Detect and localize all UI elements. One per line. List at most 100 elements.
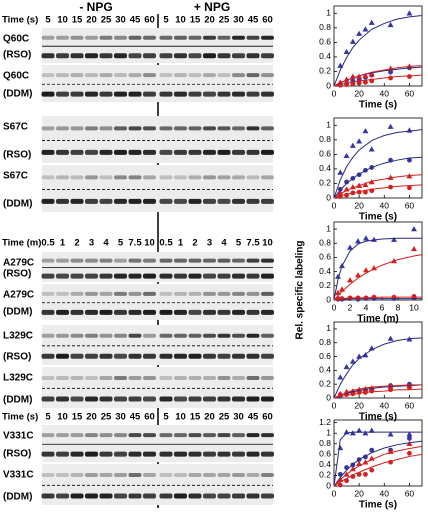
band	[85, 258, 98, 263]
band	[203, 473, 216, 478]
time-value: 5	[45, 412, 51, 423]
band	[114, 291, 127, 296]
x-tick-label: 40	[380, 488, 390, 498]
y-tick-label: 0	[326, 480, 331, 490]
band	[174, 53, 187, 59]
plot-frame	[333, 117, 423, 199]
band	[232, 198, 245, 204]
band	[188, 258, 202, 263]
y-tick-label: 0.2	[319, 378, 331, 388]
x-tick-label: 6	[380, 302, 385, 312]
band	[99, 353, 113, 359]
y-tick-label: 1	[326, 8, 331, 18]
band	[99, 53, 113, 59]
band	[246, 433, 260, 438]
band	[128, 451, 142, 457]
band	[203, 353, 216, 359]
row-label: V331C	[3, 470, 34, 481]
band	[203, 149, 216, 155]
band	[85, 53, 98, 59]
band	[261, 273, 274, 279]
band	[246, 35, 260, 40]
band	[159, 126, 173, 131]
fit-curve	[333, 388, 423, 399]
triangle-point	[349, 38, 356, 44]
band	[159, 175, 173, 180]
plot-frame	[333, 5, 423, 87]
x-axis-label: Time (s)	[359, 500, 397, 511]
time-value: 45	[130, 15, 141, 26]
triangle-point	[337, 374, 344, 380]
band	[114, 35, 127, 40]
band	[56, 396, 69, 402]
band	[70, 333, 84, 338]
fit-curve	[333, 440, 423, 487]
band	[159, 73, 173, 78]
band	[217, 396, 231, 402]
band	[174, 291, 187, 296]
band	[56, 35, 69, 40]
triangle-point	[362, 181, 369, 188]
band	[232, 258, 245, 263]
triangle-point	[363, 235, 369, 241]
band	[159, 91, 173, 97]
band	[56, 451, 69, 457]
band	[41, 333, 55, 338]
band	[159, 198, 173, 204]
circle-point	[407, 185, 412, 191]
triangle-point	[368, 427, 375, 433]
band	[246, 333, 260, 338]
band	[203, 53, 216, 59]
band	[70, 175, 84, 180]
band	[174, 273, 187, 279]
band	[232, 333, 245, 338]
band	[143, 35, 156, 40]
band	[70, 73, 84, 78]
band	[203, 126, 216, 131]
x-tick-label: 0	[332, 488, 337, 498]
band	[246, 53, 260, 59]
x-tick-label: 8	[396, 302, 401, 312]
triangle-point	[349, 142, 356, 148]
band	[217, 291, 231, 296]
band	[143, 175, 156, 180]
triangle-point	[362, 352, 369, 358]
band	[217, 376, 231, 381]
time-value: 60	[144, 412, 155, 423]
band	[143, 149, 156, 155]
fit-curve	[333, 174, 423, 199]
band	[143, 126, 156, 131]
band	[174, 396, 187, 402]
band	[99, 73, 113, 78]
band	[41, 91, 55, 97]
band	[56, 149, 69, 155]
triangle-point	[337, 189, 344, 196]
band	[56, 53, 69, 59]
band	[188, 273, 202, 279]
band	[174, 149, 187, 155]
band	[114, 273, 127, 279]
fit-curve	[333, 156, 423, 199]
band	[143, 73, 156, 78]
time-value: 0.5	[41, 238, 55, 249]
x-tick-label: 20	[354, 88, 364, 98]
band	[41, 149, 55, 155]
band	[114, 73, 127, 78]
band	[246, 376, 260, 381]
time-value: 20	[204, 412, 215, 423]
triangle-point	[362, 72, 369, 79]
band	[232, 473, 245, 478]
band	[99, 175, 113, 180]
band	[188, 53, 202, 59]
y-tick-label: 0	[326, 192, 331, 202]
x-tick-label: 40	[380, 400, 390, 410]
y-tick-label: 0.4	[319, 459, 331, 469]
band	[246, 198, 260, 204]
band	[217, 333, 231, 338]
triangle-point	[335, 273, 341, 279]
fit-curve	[333, 254, 423, 301]
band	[232, 273, 245, 279]
band	[70, 309, 84, 315]
time-value: 30	[233, 412, 244, 423]
band	[261, 309, 274, 315]
